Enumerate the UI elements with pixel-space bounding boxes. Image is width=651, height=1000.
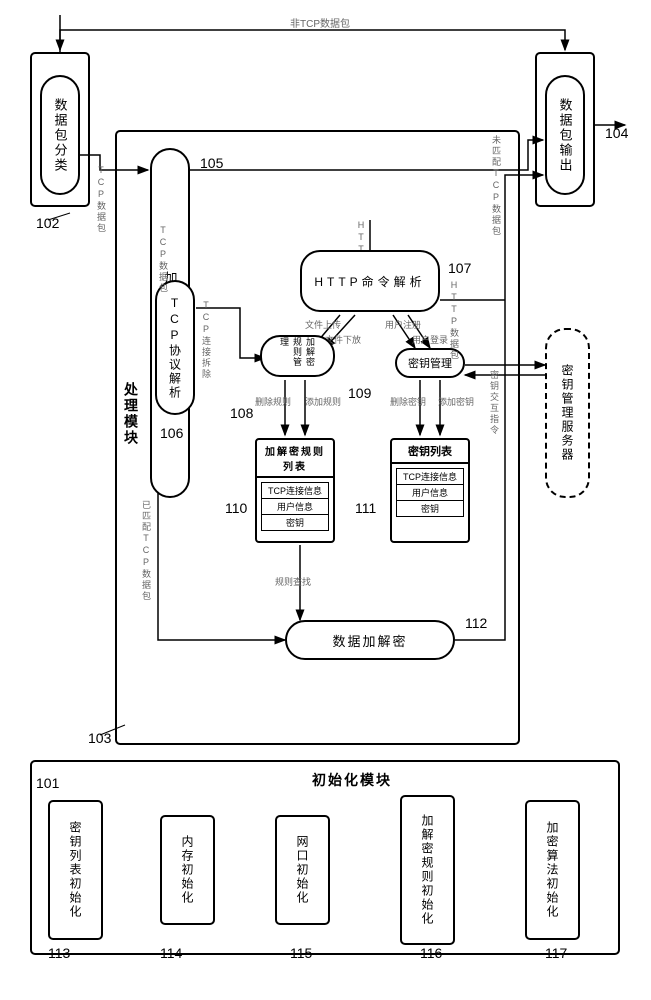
label-user-login: 用户登录 <box>412 333 448 346</box>
key-list-row: TCP连接信息 <box>397 469 463 485</box>
init-item-3-text: 加解密规则初始化 <box>419 814 436 926</box>
key-list-row: 用户信息 <box>397 485 463 501</box>
ref-106: 106 <box>160 425 183 441</box>
label-rule-lookup: 规则查找 <box>275 575 311 588</box>
init-item-0-text: 密钥列表初始化 <box>67 821 84 919</box>
rule-list-title: 加解密规则列表 <box>257 440 333 478</box>
ref-109: 109 <box>348 385 371 401</box>
ref-102: 102 <box>36 215 59 231</box>
process-title: 处理模块 <box>121 382 141 446</box>
label-del-rule: 删除规则 <box>255 395 291 408</box>
ref-108: 108 <box>230 405 253 421</box>
init-item-2: 网口初始化 <box>275 815 330 925</box>
label-unmatched: 未匹配TCP数据包 <box>490 135 503 237</box>
init-title: 初始化模块 <box>312 770 392 790</box>
output-sub-text: 数据包输出 <box>556 98 575 173</box>
label-add-key: 添加密钥 <box>438 395 474 408</box>
rule-mgmt-text-2: 加解密规则管理 <box>278 337 317 375</box>
ref-112: 112 <box>465 615 487 631</box>
http-parse-text-2: HTTP命令解析 <box>314 273 425 290</box>
input-sub: 数据包分类 <box>40 75 80 195</box>
ref-107: 107 <box>448 260 471 276</box>
init-item-4-text: 加密算法初始化 <box>544 821 561 919</box>
output-sub: 数据包输出 <box>545 75 585 195</box>
label-user-reg: 用户注册 <box>385 318 421 331</box>
label-tcp-conn-del: TCP连接拆除 <box>200 300 213 380</box>
ref-110: 110 <box>225 500 247 516</box>
ref-115: 115 <box>290 945 312 961</box>
init-item-1: 内存初始化 <box>160 815 215 925</box>
init-item-0: 密钥列表初始化 <box>48 800 103 940</box>
init-item-1-text: 内存初始化 <box>179 835 196 905</box>
key-list: 密钥列表 TCP连接信息 用户信息 密钥 <box>390 438 470 543</box>
init-item-4: 加密算法初始化 <box>525 800 580 940</box>
label-key-cmd: 密钥交互指令 <box>488 370 501 436</box>
key-server: 密钥管理服务器 <box>545 328 590 498</box>
key-list-row: 密钥 <box>397 501 463 516</box>
ref-104: 104 <box>605 125 628 141</box>
ref-114: 114 <box>160 945 182 961</box>
ref-116: 116 <box>420 945 442 961</box>
key-server-text: 密钥管理服务器 <box>559 364 576 462</box>
init-item-3: 加解密规则初始化 <box>400 795 455 945</box>
key-list-title: 密钥列表 <box>392 440 468 464</box>
label-non-tcp: 非TCP数据包 <box>290 15 350 30</box>
ref-105: 105 <box>200 155 223 171</box>
ref-111: 111 <box>355 500 376 516</box>
rule-list-rows: TCP连接信息 用户信息 密钥 <box>261 482 329 531</box>
key-list-rows: TCP连接信息 用户信息 密钥 <box>396 468 464 517</box>
label-matched: 已匹配TCP数据包 <box>140 500 153 602</box>
data-crypt: 数据加解密 <box>285 620 455 660</box>
label-tcp-pkt: TCP数据包 <box>95 165 108 234</box>
ref-117: 117 <box>545 945 567 961</box>
label-http2: HTTP数据包 <box>448 280 461 361</box>
label-file-up: 文件上传 <box>305 318 341 331</box>
rule-list-row: 用户信息 <box>262 499 328 515</box>
rule-mgmt-v: 加解密规则管理 <box>260 335 335 377</box>
label-tcp2: TCP数据包 <box>157 225 170 294</box>
rule-list-row: 密钥 <box>262 515 328 530</box>
key-mgmt-text: 密钥管理 <box>408 355 452 371</box>
http-parse-final: HTTP命令解析 <box>300 250 440 312</box>
init-item-2-text: 网口初始化 <box>294 835 311 905</box>
rule-list: 加解密规则列表 TCP连接信息 用户信息 密钥 <box>255 438 335 543</box>
ref-113: 113 <box>48 945 70 961</box>
label-add-rule: 添加规则 <box>305 395 341 408</box>
rule-list-row: TCP连接信息 <box>262 483 328 499</box>
tcp-parse: TCP协议解析 <box>155 280 195 415</box>
data-crypt-text: 数据加解密 <box>332 631 407 650</box>
label-del-key: 删除密钥 <box>390 395 426 408</box>
input-sub-text: 数据包分类 <box>51 98 70 173</box>
ref-101: 101 <box>36 775 59 791</box>
tcp-parse-text: TCP协议解析 <box>167 296 184 400</box>
ref-103: 103 <box>88 730 111 746</box>
